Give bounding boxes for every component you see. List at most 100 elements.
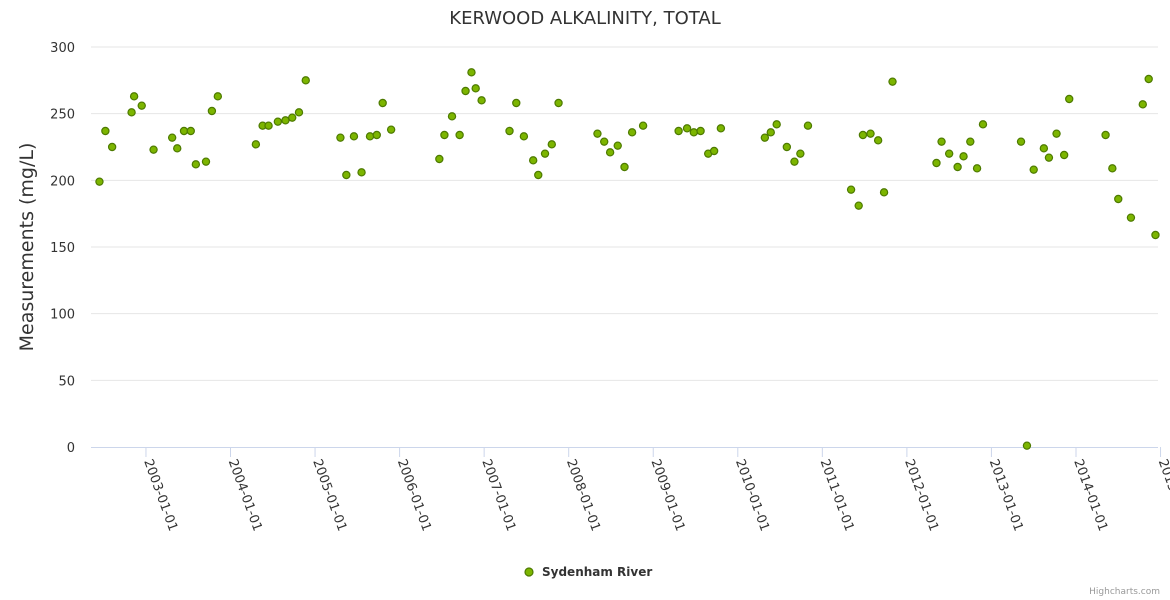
data-point[interactable]	[101, 126, 110, 136]
data-point[interactable]	[365, 132, 375, 141]
data-point[interactable]	[540, 149, 550, 158]
data-point[interactable]	[1039, 144, 1049, 153]
data-point[interactable]	[186, 126, 195, 136]
data-point[interactable]	[357, 168, 366, 177]
data-point[interactable]	[959, 152, 968, 161]
data-point[interactable]	[689, 128, 699, 137]
series-sydenham-river[interactable]	[95, 68, 1160, 450]
data-point[interactable]	[627, 128, 637, 137]
data-point[interactable]	[1114, 194, 1123, 204]
data-point[interactable]	[349, 132, 359, 141]
data-point[interactable]	[1016, 137, 1026, 146]
data-point[interactable]	[600, 137, 609, 146]
data-point[interactable]	[288, 113, 297, 122]
data-point[interactable]	[593, 129, 602, 138]
data-point[interactable]	[1029, 165, 1038, 174]
data-point[interactable]	[127, 108, 136, 117]
data-point[interactable]	[1138, 100, 1147, 109]
data-point[interactable]	[972, 164, 982, 173]
data-point[interactable]	[1052, 129, 1061, 138]
data-point[interactable]	[866, 129, 875, 138]
data-point[interactable]	[937, 137, 946, 146]
data-point[interactable]	[372, 130, 381, 140]
data-point[interactable]	[696, 126, 705, 136]
data-point[interactable]	[447, 112, 457, 121]
data-point[interactable]	[173, 144, 182, 153]
data-point[interactable]	[461, 86, 470, 96]
data-point[interactable]	[213, 92, 223, 101]
data-point[interactable]	[281, 116, 290, 125]
data-point[interactable]	[129, 92, 139, 101]
data-point[interactable]	[149, 145, 158, 154]
data-point[interactable]	[854, 201, 863, 210]
data-point[interactable]	[1108, 164, 1117, 173]
data-point[interactable]	[879, 188, 889, 197]
data-point[interactable]	[336, 133, 345, 142]
data-point[interactable]	[605, 148, 615, 157]
data-point[interactable]	[1101, 130, 1110, 140]
data-point[interactable]	[796, 149, 805, 158]
legend[interactable]: Sydenham River	[524, 565, 652, 579]
data-point[interactable]	[978, 120, 988, 129]
data-point[interactable]	[888, 77, 897, 86]
data-point[interactable]	[386, 125, 396, 134]
data-point[interactable]	[294, 108, 304, 117]
data-point[interactable]	[95, 177, 104, 186]
data-point[interactable]	[191, 160, 201, 169]
data-point[interactable]	[167, 133, 177, 142]
data-point[interactable]	[638, 121, 648, 130]
data-point[interactable]	[342, 170, 351, 180]
data-point[interactable]	[932, 158, 941, 168]
data-point[interactable]	[760, 133, 770, 142]
data-point[interactable]	[547, 140, 556, 149]
data-point[interactable]	[1151, 230, 1160, 240]
data-point[interactable]	[440, 130, 449, 140]
data-point[interactable]	[471, 84, 480, 93]
data-point[interactable]	[772, 120, 781, 129]
data-point[interactable]	[1065, 94, 1074, 104]
data-point[interactable]	[782, 142, 792, 152]
data-point[interactable]	[467, 68, 476, 77]
data-point[interactable]	[716, 124, 726, 133]
data-point[interactable]	[378, 98, 387, 108]
data-point[interactable]	[953, 162, 962, 172]
data-point[interactable]	[519, 132, 529, 141]
data-point[interactable]	[944, 149, 954, 158]
data-point[interactable]	[803, 121, 813, 130]
data-point[interactable]	[674, 126, 683, 136]
data-point[interactable]	[1126, 213, 1136, 222]
data-point[interactable]	[846, 185, 856, 194]
data-point[interactable]	[528, 156, 538, 165]
data-point[interactable]	[858, 130, 868, 140]
data-point[interactable]	[620, 162, 629, 172]
data-point[interactable]	[1144, 74, 1153, 84]
data-point[interactable]	[613, 141, 622, 150]
data-point[interactable]	[273, 117, 283, 126]
data-point[interactable]	[554, 98, 563, 108]
data-point[interactable]	[873, 136, 883, 145]
data-point[interactable]	[251, 140, 261, 149]
data-point[interactable]	[790, 157, 799, 166]
credits-link[interactable]: Highcharts.com	[1089, 587, 1160, 597]
data-point[interactable]	[455, 130, 464, 140]
data-point[interactable]	[301, 76, 310, 85]
data-point[interactable]	[201, 157, 211, 166]
data-point[interactable]	[137, 101, 146, 110]
data-point[interactable]	[107, 142, 117, 152]
legend-label[interactable]: Sydenham River	[542, 565, 652, 579]
data-point[interactable]	[477, 96, 486, 105]
data-point[interactable]	[682, 124, 692, 133]
data-point[interactable]	[1022, 441, 1032, 450]
data-point[interactable]	[179, 126, 189, 136]
data-point[interactable]	[1059, 150, 1069, 160]
data-point[interactable]	[207, 106, 217, 116]
data-point[interactable]	[966, 137, 975, 146]
data-point[interactable]	[435, 154, 444, 164]
data-point[interactable]	[709, 146, 719, 156]
data-point[interactable]	[505, 126, 514, 136]
data-point[interactable]	[512, 98, 521, 108]
data-point[interactable]	[1044, 153, 1054, 162]
data-point[interactable]	[766, 128, 775, 137]
data-point[interactable]	[534, 170, 543, 180]
data-point[interactable]	[264, 121, 273, 130]
